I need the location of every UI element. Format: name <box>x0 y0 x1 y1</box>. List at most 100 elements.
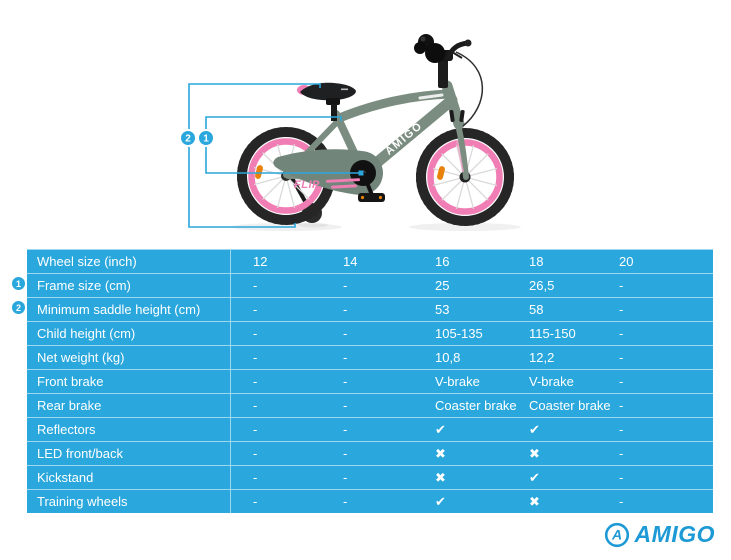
seatpost <box>331 104 337 121</box>
table-row-training-wheels: Training wheels - - ✔ ✖ - <box>27 489 713 513</box>
cell-value: - <box>230 418 321 441</box>
front-reflector <box>437 166 445 180</box>
marker-2-badge: 2 <box>179 129 197 147</box>
brand-wordmark: AMIGO <box>634 521 715 547</box>
cell-value: - <box>343 446 348 461</box>
guard-speed-lines <box>326 178 361 189</box>
row-label: Kickstand <box>37 470 94 485</box>
cell-value: - <box>230 394 321 417</box>
cell-value: - <box>230 346 321 369</box>
check-mark: ✔ <box>435 421 446 437</box>
grip <box>464 39 472 47</box>
header-col-14: 14 <box>343 254 358 269</box>
table-header-row: Wheel size (inch) 12 14 16 18 20 <box>27 249 713 273</box>
brake-lever <box>451 51 463 59</box>
saddle <box>297 82 356 121</box>
svg-text:2: 2 <box>185 134 191 145</box>
check-mark: ✔ <box>529 421 540 437</box>
cell-value: - <box>619 494 624 509</box>
cell-value: 53 <box>435 302 450 317</box>
cell-value: - <box>343 374 348 389</box>
table-row-net-weight: Net weight (kg) - - 10,8 12,2 - <box>27 345 713 369</box>
cell-value: - <box>343 422 348 437</box>
header-col-12: 12 <box>230 250 321 273</box>
cell-value: - <box>230 490 321 513</box>
row-label: Rear brake <box>37 398 102 413</box>
cell-value: - <box>230 274 321 297</box>
cell-value: - <box>343 302 348 317</box>
cell-value: 25 <box>435 278 450 293</box>
svg-text:1: 1 <box>203 134 209 145</box>
cell-value: - <box>619 278 624 293</box>
cell-value: - <box>619 302 624 317</box>
row-label: Reflectors <box>37 422 96 437</box>
cross-mark: ✖ <box>435 469 446 485</box>
cell-value: - <box>230 322 321 345</box>
bike-photo: AMIGO FLIP. <box>179 34 521 231</box>
cell-value: - <box>343 350 348 365</box>
row-label: Minimum saddle height (cm) <box>37 302 201 317</box>
table-marker-1: 1 <box>11 276 26 291</box>
cell-value: - <box>343 470 348 485</box>
handlebar <box>414 34 484 127</box>
cell-value: 105-135 <box>435 326 483 341</box>
table-row-kickstand: Kickstand - - ✖ ✔ - <box>27 465 713 489</box>
cell-value: - <box>619 374 624 389</box>
crank-pedal <box>358 171 385 202</box>
amigo-circle-a-icon: A <box>604 522 629 547</box>
cell-value: 12,2 <box>529 350 555 365</box>
table-row-front-brake: Front brake - - V-brake V-brake - <box>27 369 713 393</box>
cross-mark: ✖ <box>529 445 540 461</box>
check-mark: ✔ <box>529 469 540 485</box>
cell-value: - <box>619 470 624 485</box>
cell-value: - <box>619 398 624 413</box>
spec-table: 1 2 Wheel size (inch) 12 14 16 18 20 Fra… <box>11 249 713 513</box>
header-col-20: 20 <box>619 254 634 269</box>
table-row-saddle-height: Minimum saddle height (cm) - - 53 58 - <box>27 297 713 321</box>
header-col-18: 18 <box>529 254 544 269</box>
row-label: LED front/back <box>37 446 123 461</box>
cell-value: - <box>230 298 321 321</box>
cell-value: 10,8 <box>435 350 461 365</box>
cell-value: - <box>343 326 348 341</box>
frame-decal: AMIGO <box>383 120 425 158</box>
cell-value: - <box>230 442 321 465</box>
rear-reflector <box>255 165 263 179</box>
row-label: Training wheels <box>37 494 128 509</box>
marker-1-badge: 1 <box>197 129 215 147</box>
check-mark: ✔ <box>435 493 446 509</box>
cross-mark: ✖ <box>529 493 540 509</box>
brake-cable <box>455 51 484 127</box>
brand-logo: A AMIGO <box>604 521 715 548</box>
cell-value: 58 <box>529 302 544 317</box>
fork-decal-stripe <box>456 139 464 173</box>
svg-text:A: A <box>610 526 621 542</box>
cell-value: - <box>343 398 348 413</box>
row-label: Child height (cm) <box>37 326 136 341</box>
measurement-bracket-2 <box>188 83 321 228</box>
cell-value: 115-150 <box>529 326 576 341</box>
header-label: Wheel size (inch) <box>37 254 137 269</box>
table-row-reflectors: Reflectors - - ✔ ✔ - <box>27 417 713 441</box>
cell-value: V-brake <box>435 374 480 389</box>
cell-value: - <box>343 278 348 293</box>
row-label: Front brake <box>37 374 104 389</box>
cell-value: Coaster brake <box>529 398 611 413</box>
table-row-led: LED front/back - - ✖ ✖ - <box>27 441 713 465</box>
cell-value: V-brake <box>529 374 574 389</box>
cell-value: - <box>230 466 321 489</box>
cell-value: - <box>619 422 624 437</box>
cross-mark: ✖ <box>435 445 446 461</box>
cell-value: - <box>619 326 624 341</box>
row-label: Frame size (cm) <box>37 278 131 293</box>
table-row-rear-brake: Rear brake - - Coaster brake Coaster bra… <box>27 393 713 417</box>
cell-value: - <box>619 446 624 461</box>
top-tube-decal-stripe <box>418 93 444 100</box>
table-row-child-height: Child height (cm) - - 105-135 115-150 - <box>27 321 713 345</box>
cell-value: - <box>230 370 321 393</box>
cell-value: - <box>343 494 348 509</box>
measurement-bracket-1 <box>205 116 364 176</box>
chainguard-decal: FLIP. <box>294 179 322 191</box>
cell-value: 26,5 <box>529 278 555 293</box>
